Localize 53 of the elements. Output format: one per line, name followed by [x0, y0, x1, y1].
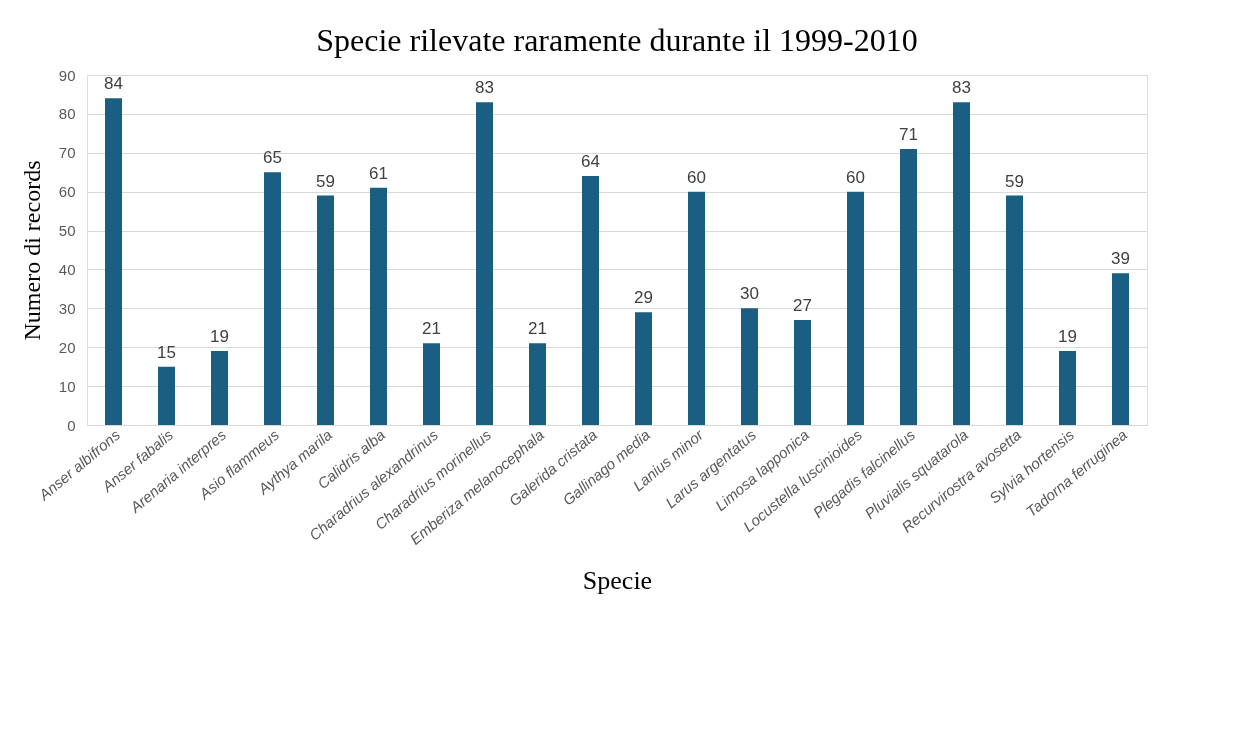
data-label: 84	[104, 74, 123, 94]
data-label: 60	[687, 167, 706, 187]
bar	[264, 172, 281, 425]
y-tick-label: 80	[58, 105, 76, 123]
data-label: 65	[263, 148, 282, 168]
x-axis-title: Specie	[582, 565, 653, 595]
data-label: 61	[369, 163, 388, 183]
data-label: 59	[316, 171, 335, 191]
y-tick-label: 40	[58, 260, 76, 278]
bar	[158, 366, 175, 425]
chart-title: Specie rilevate raramente durante il 1999-2010	[316, 22, 918, 58]
bar	[741, 308, 758, 425]
bar	[900, 148, 917, 425]
data-label: 15	[157, 342, 176, 362]
data-label: 60	[846, 167, 865, 187]
data-label: 59	[1005, 171, 1024, 191]
bar	[211, 351, 228, 425]
bar	[688, 191, 705, 425]
bar	[1059, 351, 1076, 425]
y-tick-label: 0	[67, 416, 76, 434]
data-label: 29	[634, 288, 653, 308]
bar	[1006, 195, 1023, 425]
bar	[317, 195, 334, 425]
y-tick-label: 10	[58, 377, 76, 395]
bar	[529, 343, 546, 425]
y-tick-label: 30	[58, 299, 76, 317]
data-label: 83	[952, 78, 971, 98]
bar	[582, 176, 599, 425]
data-label: 19	[210, 327, 229, 347]
bar	[635, 312, 652, 425]
data-label: 39	[1111, 249, 1130, 269]
data-label: 71	[899, 124, 918, 144]
y-tick-label: 60	[58, 183, 76, 201]
data-label: 64	[581, 152, 600, 172]
bar	[847, 191, 864, 425]
bar	[953, 102, 970, 425]
data-label: 27	[793, 296, 812, 315]
bar	[423, 343, 440, 425]
bar	[794, 320, 811, 425]
y-tick-label: 50	[58, 222, 76, 240]
bar	[370, 187, 387, 425]
data-label: 30	[740, 284, 759, 304]
bar	[1112, 273, 1129, 425]
y-axis-title: Numero di records	[18, 160, 45, 341]
data-label: 19	[1058, 327, 1077, 347]
bar	[476, 102, 493, 425]
data-label: 21	[528, 319, 547, 339]
y-tick-label: 20	[58, 338, 76, 356]
y-tick-label: 70	[58, 144, 76, 162]
data-label: 83	[475, 78, 494, 98]
data-label: 21	[422, 319, 441, 339]
bar	[105, 98, 122, 425]
y-tick-label: 90	[58, 66, 76, 84]
